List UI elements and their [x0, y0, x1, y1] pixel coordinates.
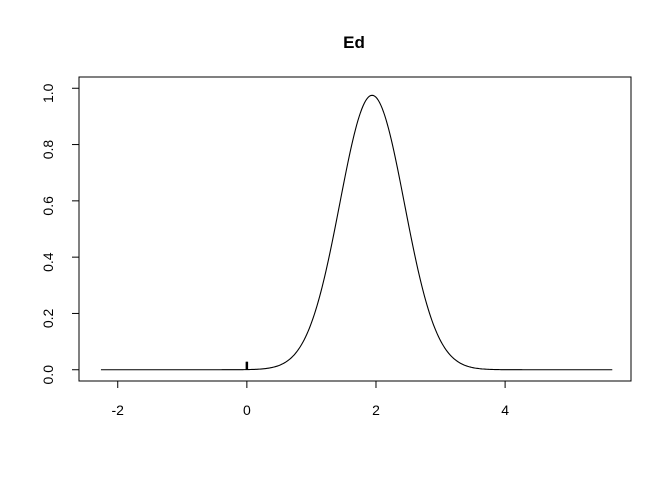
y-tick-label: 0.6: [40, 196, 56, 216]
density-curve: [100, 94, 613, 371]
x-tick-label: 0: [243, 402, 251, 418]
y-tick-label: 0.8: [40, 140, 56, 160]
y-tick-label: 0.2: [40, 309, 56, 329]
x-axis: -2 0 2 4: [112, 381, 509, 418]
plot-frame: [78, 76, 632, 382]
y-tick-label: 1.0: [40, 83, 56, 103]
y-axis: 0.0 0.2 0.4 0.6 0.8 1.0: [40, 83, 79, 384]
x-tick-label: 2: [372, 402, 380, 418]
chart-title: Ed: [343, 33, 365, 52]
rug-marks: [245, 361, 249, 370]
y-tick-label: 0.0: [40, 365, 56, 385]
x-tick-label: -2: [112, 402, 125, 418]
y-tick-label: 0.4: [40, 252, 56, 272]
density-series: [100, 94, 613, 371]
x-tick-label: 4: [501, 402, 509, 418]
